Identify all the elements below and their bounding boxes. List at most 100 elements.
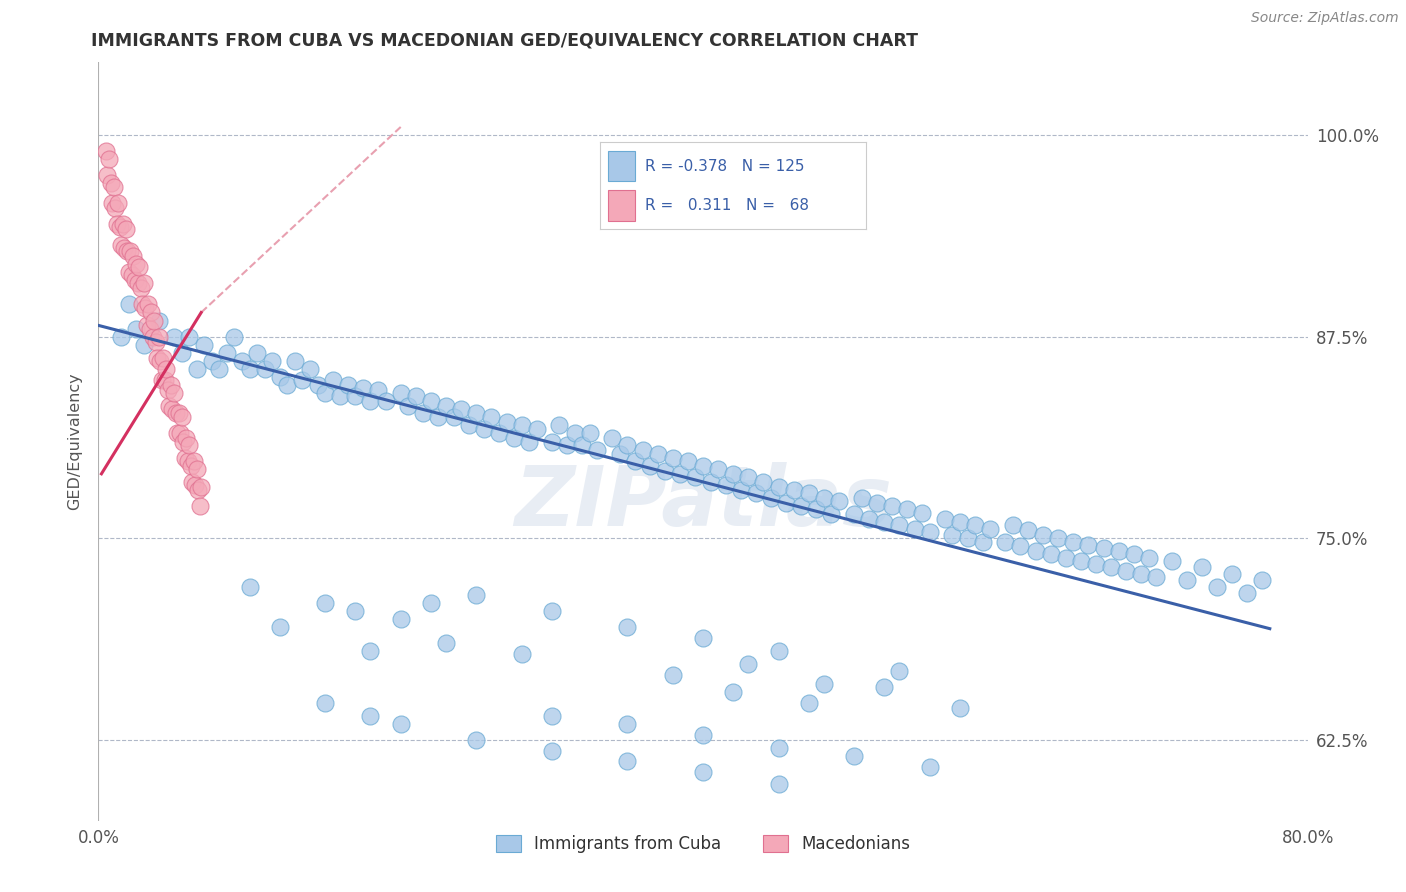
Point [215, 346, 238, 360]
Point [190, 480, 212, 494]
Point [396, 399, 419, 413]
Point [389, 386, 412, 401]
Point [344, 604, 367, 618]
Point [128, 260, 150, 275]
Point [360, 708, 382, 723]
Point [1130, 566, 1153, 581]
Point [956, 532, 979, 546]
Point [1099, 560, 1122, 574]
Point [143, 313, 166, 327]
Point [692, 765, 714, 780]
Point [167, 405, 190, 419]
Point [457, 418, 479, 433]
Point [165, 405, 187, 419]
Point [692, 632, 714, 646]
Point [965, 518, 987, 533]
Point [169, 426, 191, 441]
Point [231, 354, 253, 368]
Point [188, 499, 211, 513]
Point [1032, 528, 1054, 542]
Point [374, 394, 396, 409]
Point [427, 410, 450, 425]
Point [1047, 532, 1070, 546]
Point [1054, 550, 1077, 565]
Y-axis label: GED/Equivalency: GED/Equivalency [67, 373, 83, 510]
Point [911, 506, 934, 520]
Point [186, 462, 208, 476]
Point [139, 321, 162, 335]
Point [624, 454, 647, 468]
Point [638, 458, 661, 473]
Point [153, 373, 176, 387]
Point [360, 394, 382, 409]
Point [797, 696, 820, 710]
Point [1039, 548, 1062, 562]
Point [142, 329, 165, 343]
Point [100, 177, 122, 191]
Point [118, 265, 141, 279]
Point [322, 373, 344, 387]
Point [103, 179, 125, 194]
Point [307, 378, 329, 392]
Point [941, 528, 963, 542]
Point [186, 362, 208, 376]
Point [434, 636, 457, 650]
Point [314, 386, 336, 401]
Point [129, 281, 152, 295]
Point [880, 499, 903, 513]
Point [526, 422, 548, 436]
Point [159, 399, 181, 413]
Point [918, 524, 941, 539]
Point [179, 329, 201, 343]
Point [121, 268, 143, 283]
Point [481, 410, 503, 425]
Point [889, 518, 911, 533]
Point [616, 716, 638, 731]
Point [851, 491, 873, 505]
Point [790, 499, 813, 513]
Point [616, 620, 638, 634]
Point [352, 381, 374, 395]
Point [314, 596, 336, 610]
Point [548, 418, 571, 433]
Point [135, 318, 157, 333]
Point [1236, 586, 1258, 600]
Point [181, 475, 204, 489]
Point [918, 760, 941, 774]
Point [187, 483, 209, 497]
Point [389, 612, 412, 626]
Point [1001, 518, 1024, 533]
Point [201, 354, 224, 368]
Point [752, 475, 775, 489]
Point [253, 362, 276, 376]
Point [412, 405, 434, 419]
Point [145, 334, 167, 349]
Point [131, 297, 153, 311]
Point [111, 217, 134, 231]
Point [434, 399, 457, 413]
Point [269, 620, 291, 634]
Point [136, 297, 159, 311]
Point [179, 438, 201, 452]
Point [146, 351, 169, 365]
Point [173, 450, 195, 465]
Point [420, 394, 443, 409]
Point [344, 389, 367, 403]
Point [768, 644, 790, 658]
Point [1077, 538, 1099, 552]
Point [162, 402, 184, 417]
Point [934, 512, 956, 526]
Point [314, 696, 336, 710]
Point [1175, 574, 1198, 588]
Point [465, 405, 488, 419]
Point [180, 458, 202, 473]
Point [420, 596, 443, 610]
Point [174, 431, 197, 445]
Point [105, 217, 128, 231]
Point [540, 434, 562, 449]
Point [730, 483, 752, 497]
Point [609, 447, 631, 461]
Point [118, 297, 141, 311]
Point [132, 337, 155, 351]
Point [389, 716, 412, 731]
